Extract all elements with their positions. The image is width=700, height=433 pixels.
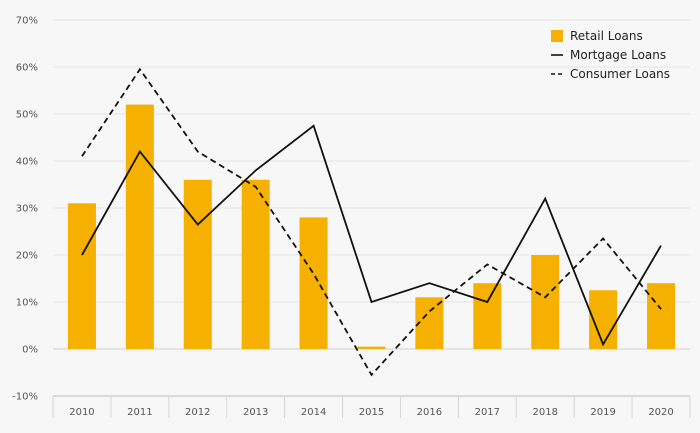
axes: -10% 0% 10% 20% 30% 40% 50% 60% 70% 2010 2011 2012 2… (12, 16, 691, 418)
x-tick-label: 2020 (648, 407, 673, 418)
bar-retail-loans (241, 179, 270, 349)
bar-retail-loans (67, 203, 96, 349)
y-tick-label: 30% (16, 204, 38, 215)
x-tick-label: 2014 (301, 407, 326, 418)
bar-retail-loans (647, 283, 676, 349)
grid (53, 19, 690, 397)
y-tick-label: -10% (12, 392, 38, 403)
x-tick-label: 2017 (475, 407, 500, 418)
legend-swatch-retail-loans (551, 30, 563, 42)
bar-series-retail-loans (67, 104, 676, 349)
bar-retail-loans (531, 255, 560, 349)
y-tick-label: 70% (16, 16, 38, 27)
x-tick-label: 2010 (69, 407, 94, 418)
line-consumer-loans (81, 67, 662, 377)
y-tick-label: 50% (16, 110, 38, 121)
y-tick-label: 60% (16, 63, 38, 74)
bar-retail-loans (357, 346, 386, 349)
x-tick-label: 2018 (533, 407, 558, 418)
bar-retail-loans (125, 104, 154, 349)
y-tick-label: 0% (22, 345, 38, 356)
bar-retail-loans (415, 297, 444, 349)
legend: Retail Loans Mortgage Loans Consumer Loa… (551, 29, 670, 81)
bar-retail-loans (299, 217, 328, 349)
x-tick-label: 2019 (590, 407, 615, 418)
y-tick-label: 40% (16, 157, 38, 168)
legend-label-consumer-loans: Consumer Loans (570, 67, 670, 81)
y-tick-label: 20% (16, 251, 38, 262)
x-tick-label: 2013 (243, 407, 268, 418)
legend-label-mortgage-loans: Mortgage Loans (570, 48, 666, 62)
line-mortgage-loans (81, 124, 662, 347)
y-tick-label: 10% (16, 298, 38, 309)
x-tick-label: 2011 (127, 407, 152, 418)
bar-retail-loans (473, 283, 502, 349)
x-tick-label: 2016 (417, 407, 442, 418)
line-series (81, 67, 662, 377)
legend-label-retail-loans: Retail Loans (570, 29, 643, 43)
bar-retail-loans (183, 179, 212, 349)
x-tick-label: 2015 (359, 407, 384, 418)
x-tick-label: 2012 (185, 407, 210, 418)
